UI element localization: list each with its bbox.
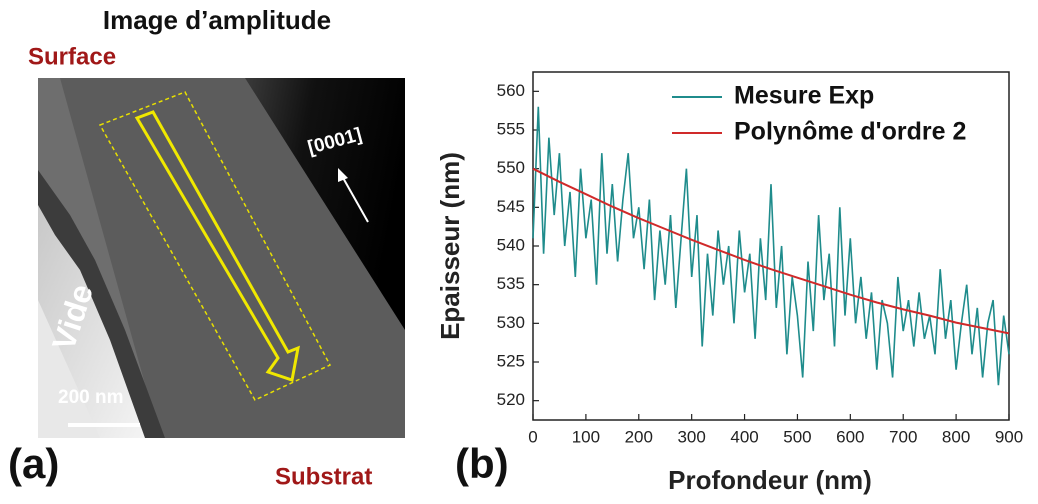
y-tick-label: 520 <box>497 390 525 409</box>
micrograph <box>38 78 405 438</box>
x-tick-label: 500 <box>783 427 811 446</box>
y-tick-label: 530 <box>497 313 525 332</box>
x-axis-title: Profondeur (nm) <box>668 465 872 495</box>
y-axis-title: Epaisseur (nm) <box>435 152 465 340</box>
legend-label: Mesure Exp <box>734 82 874 110</box>
x-tick-label: 0 <box>528 427 537 446</box>
panel-label: (b) <box>455 440 509 487</box>
y-tick-label: 550 <box>497 158 525 177</box>
x-tick-label: 800 <box>942 427 970 446</box>
series-line <box>532 106 1010 386</box>
y-tick-label: 525 <box>497 351 525 370</box>
x-tick-label: 900 <box>995 427 1023 446</box>
x-tick-label: 400 <box>730 427 758 446</box>
y-tick-label: 560 <box>497 81 525 100</box>
y-tick-label: 535 <box>497 274 525 293</box>
legend-label: Polynôme d'ordre 2 <box>734 118 966 146</box>
x-tick-label: 100 <box>572 427 600 446</box>
x-tick-label: 300 <box>677 427 705 446</box>
panel-label: (a) <box>8 440 59 487</box>
x-tick-label: 200 <box>625 427 653 446</box>
top-label: Surface <box>28 43 116 70</box>
bottom-label: Substrat <box>275 463 372 490</box>
y-tick-label: 545 <box>497 197 525 216</box>
series-line <box>532 167 1010 335</box>
scale-bar-label: 200 nm <box>58 387 123 408</box>
y-tick-label: 555 <box>497 119 525 138</box>
y-tick-label: 540 <box>497 235 525 254</box>
x-tick-label: 700 <box>889 427 917 446</box>
x-tick-label: 600 <box>836 427 864 446</box>
panel-title: Image d’amplitude <box>103 5 331 35</box>
